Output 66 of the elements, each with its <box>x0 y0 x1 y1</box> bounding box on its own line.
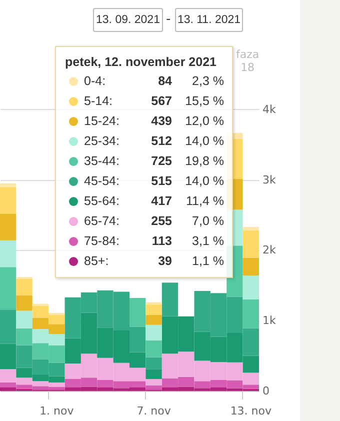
bar <box>242 276 259 300</box>
bar <box>146 304 162 315</box>
annotation: 1,1 % <box>191 254 224 268</box>
annotation: 19,8 % <box>184 154 224 168</box>
annotation: 515 <box>150 174 172 188</box>
annotation: 417 <box>150 194 172 208</box>
bar <box>16 279 32 296</box>
bar <box>242 299 259 328</box>
x-tick-label: 13. nov <box>230 404 272 418</box>
bar <box>146 314 162 325</box>
y-tick-label: 4k <box>262 102 276 116</box>
annotation: 14,0 % <box>184 134 224 148</box>
y-tick-label: 3k <box>262 173 276 186</box>
bar <box>0 183 16 187</box>
annotation: 439 <box>150 114 172 128</box>
annotation: petek, 12. november 2021 <box>64 54 218 71</box>
annotation: 12,0 % <box>184 114 224 128</box>
annotation: 2,3 % <box>191 74 224 88</box>
y-tick-label: 1k <box>262 314 276 328</box>
legend-label: 45-54: <box>83 174 120 188</box>
annotation: 113 <box>150 234 172 248</box>
legend-label: 35-44: <box>83 154 120 168</box>
annotation: 3,1 % <box>191 234 224 248</box>
y-tick-label: 0 <box>262 384 270 398</box>
bar <box>242 258 259 276</box>
legend-label: 75-84: <box>83 234 120 248</box>
bar <box>0 310 16 344</box>
bar <box>0 267 16 310</box>
bar <box>16 295 32 311</box>
annotation: 512 <box>150 134 172 148</box>
legend-label: 25-34: <box>83 134 120 148</box>
annotation: 15,5 % <box>184 94 224 108</box>
x-tick-label: 1. nov <box>40 404 74 418</box>
date-field: 13. 11. 2021 <box>175 8 243 32</box>
x-tick-label: 7. nov <box>136 404 172 418</box>
bar <box>130 298 146 327</box>
legend-label: 65-74: <box>83 214 120 228</box>
date-field: 13. 09. 2021 <box>93 8 163 32</box>
bar <box>0 214 16 240</box>
bar <box>146 369 162 380</box>
text: - <box>166 12 171 27</box>
annotation: 84 <box>157 74 172 88</box>
bar <box>16 276 32 280</box>
annotation: 567 <box>150 94 172 108</box>
legend-label: 0-4: <box>83 74 107 88</box>
annotation: 255 <box>150 214 172 228</box>
legend-label: 55-64: <box>83 194 120 208</box>
bar <box>0 186 16 214</box>
annotation: 14,0 % <box>184 174 224 188</box>
bar <box>242 226 259 230</box>
bar <box>0 240 16 268</box>
bar <box>146 340 162 358</box>
bar <box>242 230 259 258</box>
bar <box>162 282 178 316</box>
annotation: 725 <box>150 154 172 168</box>
legend-label: 5-14: <box>83 94 114 108</box>
legend-label: 85+: <box>83 254 110 268</box>
y-tick-label: 2k <box>262 244 276 257</box>
annotation: faza 18 <box>236 48 260 74</box>
annotation: 7,0 % <box>191 214 224 228</box>
annotation: 11,4 % <box>185 194 224 208</box>
bar <box>146 324 162 340</box>
annotation: 39 <box>157 254 172 268</box>
bar <box>146 357 162 370</box>
legend-label: 15-24: <box>83 114 120 128</box>
bar <box>16 310 32 328</box>
